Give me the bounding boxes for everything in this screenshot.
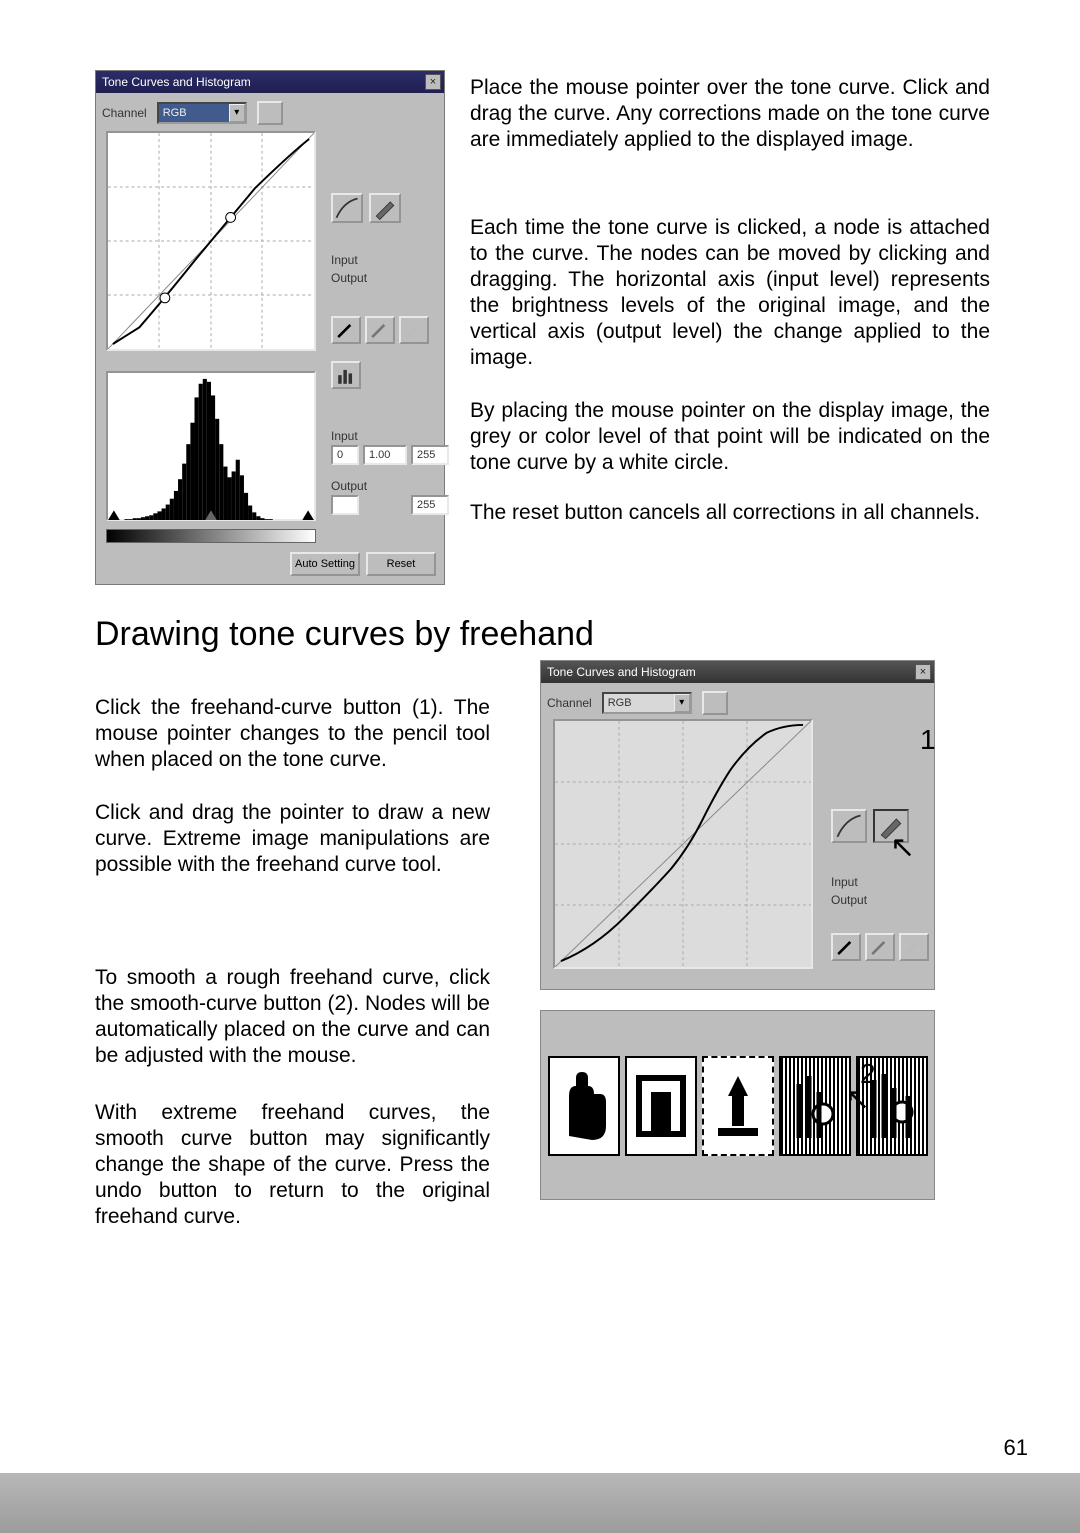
curve-node[interactable] xyxy=(160,293,170,303)
tone-curves-panel-a: Tone Curves and Histogram × Channel RGB … xyxy=(95,70,445,585)
channel-value: RGB xyxy=(608,697,632,709)
histogram-area xyxy=(106,371,316,521)
input-gamma-field[interactable]: 1.00 xyxy=(363,445,407,465)
output-hi-field[interactable]: 255 xyxy=(411,495,449,515)
grey-point-button[interactable] xyxy=(865,933,895,961)
panel-a-title: Tone Curves and Histogram xyxy=(102,75,251,89)
panel-b-titlebar: Tone Curves and Histogram × xyxy=(541,661,934,683)
input-label: Input xyxy=(831,873,867,891)
tool-hand-icon[interactable] xyxy=(548,1056,620,1156)
section-heading: Drawing tone curves by freehand xyxy=(95,615,594,654)
cursor-arrow-icon: ↖ xyxy=(890,830,915,865)
paragraph: The reset button cancels all corrections… xyxy=(470,500,990,526)
channel-aux-button[interactable] xyxy=(257,101,283,125)
channel-value: RGB xyxy=(163,107,187,119)
output-label: Output xyxy=(331,269,367,287)
cursor-arrow-icon: ↖ xyxy=(845,1082,870,1117)
channel-select[interactable]: RGB ▾ xyxy=(157,102,247,124)
tool-frame-icon[interactable] xyxy=(625,1056,697,1156)
page: Tone Curves and Histogram × Channel RGB … xyxy=(0,0,1080,1533)
tone-curve-area-b[interactable] xyxy=(553,719,813,969)
channel-label: Channel xyxy=(102,106,147,120)
output-lo-field[interactable] xyxy=(331,495,359,515)
freehand-curve-path xyxy=(561,725,803,961)
input-lo-field[interactable]: 0 xyxy=(331,445,359,465)
panel-a-titlebar: Tone Curves and Histogram × xyxy=(96,71,444,93)
grey-point-button[interactable] xyxy=(365,316,395,344)
white-point-button[interactable] xyxy=(399,316,429,344)
panel-a-bottom-buttons: Auto Setting Reset xyxy=(290,552,436,576)
auto-setting-button[interactable]: Auto Setting xyxy=(290,552,360,576)
tone-curve-svg-b xyxy=(555,721,811,967)
input-label: Input xyxy=(331,251,367,269)
tool-levels-a-icon[interactable] xyxy=(779,1056,851,1156)
channel-select[interactable]: RGB ▾ xyxy=(602,692,692,714)
toolbar-panel xyxy=(540,1010,935,1200)
paragraph: By placing the mouse pointer on the disp… xyxy=(470,398,990,476)
paragraph: Click and drag the pointer to draw a new… xyxy=(95,800,490,878)
black-point-button[interactable] xyxy=(831,933,861,961)
histogram-svg xyxy=(108,373,314,520)
tone-curve-area[interactable] xyxy=(106,131,316,351)
curve-node[interactable] xyxy=(226,213,236,223)
channel-aux-button[interactable] xyxy=(702,691,728,715)
paragraph: Click the freehand-curve button (1). The… xyxy=(95,695,490,773)
paragraph: With extreme freehand curves, the smooth… xyxy=(95,1100,490,1230)
chevron-down-icon[interactable]: ▾ xyxy=(229,104,245,122)
black-point-button[interactable] xyxy=(331,316,361,344)
io-labels-b: Input Output xyxy=(831,873,867,909)
hist-input-block: Input 0 1.00 255 Output 255 xyxy=(331,429,449,515)
eyedropper-row xyxy=(331,316,429,344)
tone-curve-svg xyxy=(108,133,314,349)
footer-bar xyxy=(0,1473,1080,1533)
close-icon[interactable]: × xyxy=(425,74,441,90)
output-label: Output xyxy=(831,891,867,909)
paragraph: To smooth a rough freehand curve, click … xyxy=(95,965,490,1069)
eyedropper-row-b xyxy=(831,933,929,961)
curve-side-buttons xyxy=(331,193,401,223)
smooth-curve-button[interactable] xyxy=(331,193,363,223)
paragraph: Each time the tone curve is clicked, a n… xyxy=(470,215,990,371)
channel-label: Channel xyxy=(547,696,592,710)
white-point-button[interactable] xyxy=(899,933,929,961)
hist-output-label: Output xyxy=(331,479,449,493)
histogram-toggle-button[interactable] xyxy=(331,361,361,389)
io-labels: Input Output xyxy=(331,251,367,287)
input-hi-field[interactable]: 255 xyxy=(411,445,449,465)
output-gradient-slider[interactable] xyxy=(106,529,316,543)
panel-b-title: Tone Curves and Histogram xyxy=(547,665,696,679)
callout-one: 1 xyxy=(920,724,936,756)
tone-curves-panel-b: Tone Curves and Histogram × Channel RGB … xyxy=(540,660,935,990)
chevron-down-icon[interactable]: ▾ xyxy=(674,694,690,712)
reset-button[interactable]: Reset xyxy=(366,552,436,576)
close-icon[interactable]: × xyxy=(915,664,931,680)
tool-slider-icon[interactable] xyxy=(702,1056,774,1156)
hist-input-label: Input xyxy=(331,429,449,443)
freehand-curve-button[interactable] xyxy=(369,193,401,223)
channel-row-b: Channel RGB ▾ xyxy=(541,683,934,723)
smooth-curve-button[interactable] xyxy=(831,809,867,843)
paragraph: Place the mouse pointer over the tone cu… xyxy=(470,75,990,153)
channel-row: Channel RGB ▾ xyxy=(96,93,444,133)
page-number: 61 xyxy=(1004,1435,1028,1461)
